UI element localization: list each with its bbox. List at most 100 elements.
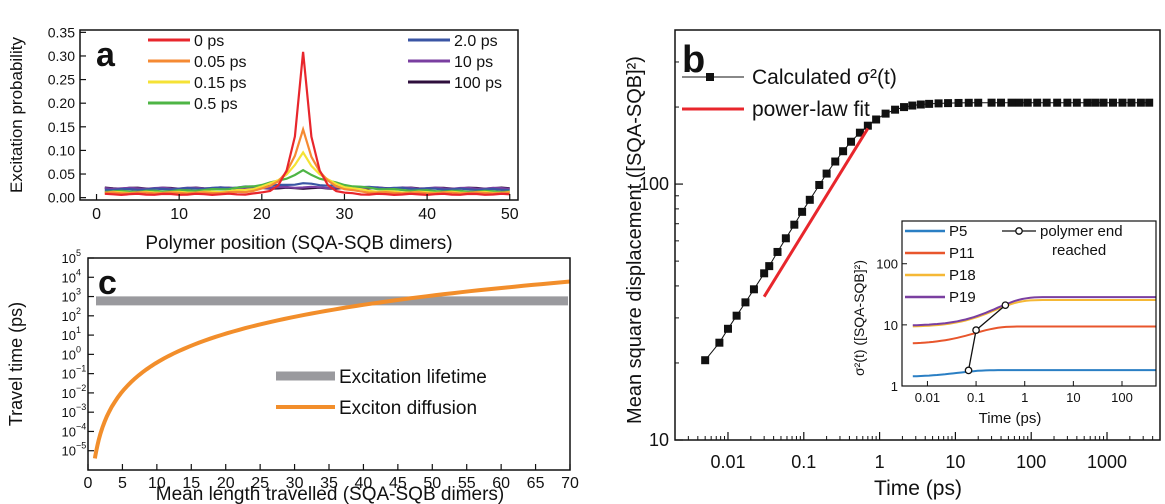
panel-b-y-tick-label: 10 bbox=[649, 430, 669, 450]
panel-b-data-point bbox=[908, 101, 917, 110]
panel-c-diffusion-line bbox=[92, 279, 571, 459]
panel-b-data-point bbox=[781, 234, 790, 243]
panel-c-x-tick-label: 70 bbox=[561, 475, 579, 492]
panel-b-data-point bbox=[855, 128, 864, 137]
inset-y-tick-label: 100 bbox=[876, 257, 898, 272]
panel-b-data-point bbox=[1072, 98, 1081, 107]
panel-a-x-tick-label: 50 bbox=[501, 206, 519, 223]
panel-c-x-tick-label: 50 bbox=[423, 475, 441, 492]
panel-b-data-point bbox=[1127, 98, 1136, 107]
panel-b-legend-label: power-law fit bbox=[752, 98, 870, 121]
panel-b-x-tick-label: 0.01 bbox=[710, 452, 745, 472]
panel-a-series-line bbox=[104, 51, 510, 197]
panel-b-data-point bbox=[839, 147, 848, 156]
panel-b-data-point bbox=[805, 195, 814, 204]
panel-b-data-point bbox=[1063, 98, 1072, 107]
panel-a: 0 10 20 30 40 50 0.00 0.05 0.10 0.15 0.20 0.25 0.30… bbox=[7, 24, 519, 254]
inset-y-tick-label: 1 bbox=[891, 379, 898, 394]
panel-b-y-ticks: 10 100 bbox=[639, 61, 683, 450]
panel-b-fit-line bbox=[762, 127, 870, 298]
panel-b-data-point bbox=[916, 100, 925, 109]
panel-b-data-point bbox=[798, 207, 807, 216]
panel-b-x-tick-label: 1000 bbox=[1087, 452, 1127, 472]
panel-b-data-point bbox=[715, 338, 724, 347]
inset-legend: P5 P11 P18 P19 polymer end reached bbox=[905, 223, 1123, 306]
panel-c-y-tick-label: 10 bbox=[62, 386, 76, 401]
panel-c-y-tick-exponent: 4 bbox=[76, 267, 81, 277]
panel-c-y-tick-exponent: 2 bbox=[76, 306, 81, 316]
inset-x-tick-label: 1 bbox=[1021, 390, 1028, 405]
inset-plot bbox=[912, 296, 1156, 378]
panel-c-y-tick-label: 10 bbox=[62, 444, 76, 459]
inset-x-label: Time (ps) bbox=[979, 410, 1042, 427]
inset-y-label: σ²(t) ([SQA-SQB]²) bbox=[851, 260, 867, 376]
panel-c-x-tick-label: 20 bbox=[217, 475, 235, 492]
panel-b-data-point bbox=[1091, 98, 1100, 107]
panel-a-y-tick-label: 0.10 bbox=[48, 142, 75, 158]
panel-c-y-label: Travel time (ps) bbox=[6, 302, 26, 426]
panel-b-data-point bbox=[1033, 98, 1042, 107]
panel-b-data-point bbox=[987, 98, 996, 107]
panel-b-data-point bbox=[925, 99, 934, 108]
panel-a-legend-label: 100 ps bbox=[454, 75, 502, 92]
panel-a-legend-label: 0.05 ps bbox=[194, 54, 246, 71]
panel-b-data-point bbox=[891, 105, 900, 114]
panel-b-data-point bbox=[1136, 98, 1145, 107]
panel-c-x-tick-label: 35 bbox=[320, 475, 338, 492]
panel-a-y-tick-label: 0.05 bbox=[48, 166, 75, 182]
panel-b-data-point bbox=[765, 262, 774, 271]
panel-b-x-tick-label: 100 bbox=[1016, 452, 1046, 472]
panel-b-data-point bbox=[974, 98, 983, 107]
inset-x-tick-label: 0.1 bbox=[967, 390, 985, 405]
panel-b-inset: 0.01 0.1 1 10 100 1 10 100 Time (ps) σ²(t) ([S… bbox=[851, 218, 1157, 427]
panel-b-x-tick-label: 0.1 bbox=[791, 452, 816, 472]
panel-c-x-label: Mean length travelled (SQA-SQB dimers) bbox=[156, 484, 504, 504]
panel-a-x-tick-label: 30 bbox=[336, 206, 354, 223]
panel-a-series-line bbox=[104, 182, 510, 192]
panel-a-legend-label: 0.15 ps bbox=[194, 75, 246, 92]
panel-b-data-point bbox=[934, 99, 943, 108]
panel-c-y-tick-exponent: 1 bbox=[76, 325, 81, 335]
panel-c-y-tick-label: 10 bbox=[62, 367, 76, 382]
panel-c-y-tick-exponent: 0 bbox=[76, 344, 81, 354]
panel-a-frame bbox=[79, 29, 519, 201]
inset-series-line bbox=[912, 325, 1156, 345]
panel-c-x-tick-label: 10 bbox=[148, 475, 166, 492]
inset-x-tick-label: 0.01 bbox=[915, 390, 940, 405]
panel-b-x-ticks: 0.01 0.1 1 10 100 1000 bbox=[674, 432, 1161, 472]
inset-legend-label: P5 bbox=[949, 223, 967, 240]
panel-b-data-point bbox=[1083, 98, 1092, 107]
panel-a-x-tick-label: 20 bbox=[253, 206, 271, 223]
panel-c-y-tick-exponent: 5 bbox=[76, 248, 81, 258]
panel-b-data-point bbox=[954, 98, 963, 107]
panel-b-data-point bbox=[822, 169, 831, 178]
inset-end-point bbox=[972, 326, 980, 334]
panel-b-data-point bbox=[749, 285, 758, 294]
panel-b-y-tick-label: 100 bbox=[639, 174, 669, 194]
inset-series-line bbox=[912, 296, 1156, 327]
panel-b-data-point bbox=[723, 324, 732, 333]
panel-b-letter: b bbox=[682, 39, 705, 81]
panel-a-y-tick-label: 0.20 bbox=[48, 95, 75, 111]
panel-c-x-tick-label: 55 bbox=[458, 475, 476, 492]
panel-c-x-tick-label: 5 bbox=[118, 475, 127, 492]
panel-a-y-tick-label: 0.00 bbox=[48, 190, 75, 206]
panel-a-legend-label: 0 ps bbox=[194, 33, 224, 50]
panel-c-y-tick-exponent: −2 bbox=[76, 383, 86, 393]
panel-b-x-label: Time (ps) bbox=[874, 477, 962, 500]
panel-a-y-tick-label: 0.35 bbox=[48, 24, 75, 40]
panel-a-legend-label: 10 ps bbox=[454, 54, 493, 71]
panel-b-data-point bbox=[1042, 98, 1051, 107]
panel-b-y-label: Mean square displacement ([SQA-SQB]²) bbox=[624, 56, 646, 424]
inset-y-ticks: 1 10 100 bbox=[876, 257, 907, 394]
panel-a-y-tick-label: 0.30 bbox=[48, 48, 75, 64]
panel-b-data-point bbox=[1023, 98, 1032, 107]
panel-c-y-tick-label: 10 bbox=[62, 270, 76, 285]
inset-legend-label: P11 bbox=[949, 245, 975, 262]
panel-c-y-tick-label: 10 bbox=[62, 347, 76, 362]
panel-b-frame bbox=[674, 29, 1161, 441]
panel-b-data-point bbox=[964, 98, 973, 107]
panel-c-y-tick-label: 10 bbox=[62, 309, 76, 324]
